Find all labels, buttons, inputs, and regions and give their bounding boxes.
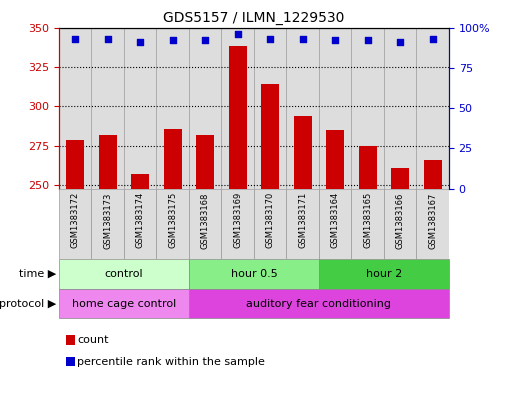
Bar [222, 189, 254, 259]
Point [331, 37, 339, 44]
Point [299, 36, 307, 42]
Text: percentile rank within the sample: percentile rank within the sample [77, 356, 265, 367]
Bar [189, 28, 222, 189]
Bar [286, 28, 319, 189]
Text: home cage control: home cage control [72, 299, 176, 309]
Bar [384, 28, 417, 189]
Text: count: count [77, 335, 108, 345]
Bar [66, 140, 84, 189]
Bar [261, 84, 279, 189]
Bar [131, 174, 149, 189]
Bar [156, 28, 189, 189]
Text: GSM1383175: GSM1383175 [168, 192, 177, 248]
Bar [59, 189, 91, 259]
Text: GSM1383171: GSM1383171 [298, 192, 307, 248]
Text: auditory fear conditioning: auditory fear conditioning [246, 299, 391, 309]
Bar [229, 46, 247, 189]
Bar [417, 189, 449, 259]
Text: hour 2: hour 2 [366, 269, 402, 279]
Bar [359, 146, 377, 189]
Bar [424, 160, 442, 189]
Bar [124, 28, 156, 189]
Text: GSM1383168: GSM1383168 [201, 192, 210, 248]
Bar [189, 189, 222, 259]
Text: GSM1383165: GSM1383165 [363, 192, 372, 248]
Bar [164, 129, 182, 189]
Point [201, 37, 209, 44]
Bar [254, 189, 286, 259]
Bar [294, 116, 311, 189]
Bar [156, 189, 189, 259]
Bar [222, 28, 254, 189]
Text: GSM1383170: GSM1383170 [266, 192, 274, 248]
Bar [319, 189, 351, 259]
Bar [319, 28, 351, 189]
Text: protocol ▶: protocol ▶ [0, 299, 56, 309]
Text: GSM1383164: GSM1383164 [331, 192, 340, 248]
Bar [351, 189, 384, 259]
Text: GSM1383174: GSM1383174 [136, 192, 145, 248]
Point [104, 36, 112, 42]
Bar [196, 135, 214, 189]
Text: time ▶: time ▶ [19, 269, 56, 279]
Bar [91, 189, 124, 259]
Bar [59, 28, 91, 189]
Point [71, 36, 80, 42]
Point [233, 31, 242, 37]
Text: GSM1383172: GSM1383172 [71, 192, 80, 248]
Text: hour 0.5: hour 0.5 [230, 269, 278, 279]
Bar [254, 28, 286, 189]
Point [169, 37, 177, 44]
Point [136, 39, 144, 45]
Bar [417, 28, 449, 189]
Text: GSM1383166: GSM1383166 [396, 192, 405, 248]
Bar [99, 135, 116, 189]
Text: GSM1383167: GSM1383167 [428, 192, 437, 248]
Point [396, 39, 404, 45]
Title: GDS5157 / ILMN_1229530: GDS5157 / ILMN_1229530 [163, 11, 345, 25]
Point [364, 37, 372, 44]
Bar [391, 168, 409, 189]
Bar [286, 189, 319, 259]
Bar [384, 189, 417, 259]
Bar [351, 28, 384, 189]
Text: GSM1383169: GSM1383169 [233, 192, 242, 248]
Bar [91, 28, 124, 189]
Point [266, 36, 274, 42]
Text: GSM1383173: GSM1383173 [103, 192, 112, 248]
Bar [326, 130, 344, 189]
Point [428, 36, 437, 42]
Text: control: control [105, 269, 143, 279]
Bar [124, 189, 156, 259]
